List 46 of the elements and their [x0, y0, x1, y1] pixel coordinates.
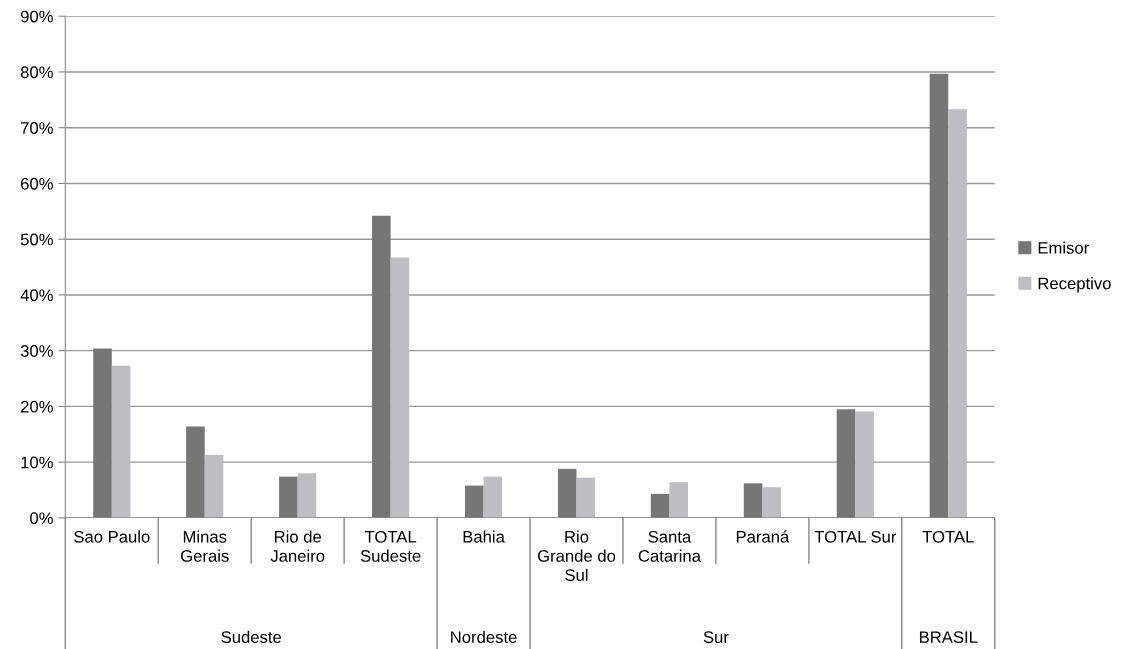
x-tick-label: TOTAL Sur	[814, 530, 897, 543]
bar	[186, 426, 205, 518]
y-tick-label: 50%	[20, 233, 53, 246]
legend-label: Receptivo	[1038, 277, 1111, 293]
y-tick-label: 90%	[20, 10, 53, 23]
bar	[111, 365, 131, 518]
bar	[669, 482, 689, 518]
bar	[279, 476, 298, 518]
text: Nordeste	[451, 630, 517, 644]
y-tick-label: 80%	[20, 66, 53, 79]
bar	[650, 493, 670, 518]
x-tick-label: Rio de Janeiro	[270, 530, 325, 562]
text: Sudeste	[221, 630, 282, 644]
legend-label: Emisor	[1038, 241, 1089, 254]
bar	[762, 487, 781, 518]
x-tick-label: Santa Catarina	[638, 530, 701, 562]
bar	[297, 473, 317, 518]
y-tick-label: 40%	[20, 289, 53, 302]
x-tick-label: Sao Paulo	[74, 530, 150, 543]
y-tick-label: 30%	[20, 345, 53, 357]
x-tick-label: Minas Gerais	[181, 530, 229, 562]
bar	[948, 109, 967, 518]
bar	[483, 476, 503, 518]
x-tick-label: TOTAL Sudeste	[360, 530, 421, 562]
y-tick-label: 20%	[21, 400, 53, 413]
text: BRASIL	[919, 631, 978, 644]
bar	[390, 257, 410, 518]
bar	[576, 477, 596, 518]
y-tick-label: 70%	[21, 122, 53, 134]
bar	[557, 468, 577, 518]
y-tick-label: 10%	[21, 456, 53, 469]
x-tick-label: Paraná	[736, 530, 790, 543]
x-tick-label: Rio Grande do Sul	[537, 530, 616, 582]
bar	[743, 483, 763, 518]
bar	[464, 485, 484, 518]
y-tick-label: 0%	[30, 512, 53, 525]
bar	[204, 454, 224, 518]
bar	[372, 215, 391, 518]
bar	[855, 411, 874, 518]
bar	[93, 348, 112, 518]
x-tick-label: Bahia	[463, 530, 505, 543]
y-tick-label: 60%	[21, 177, 53, 190]
text: Sur	[703, 631, 729, 644]
bar	[836, 409, 856, 518]
bar	[929, 73, 949, 518]
x-tick-label: TOTAL	[922, 530, 974, 543]
